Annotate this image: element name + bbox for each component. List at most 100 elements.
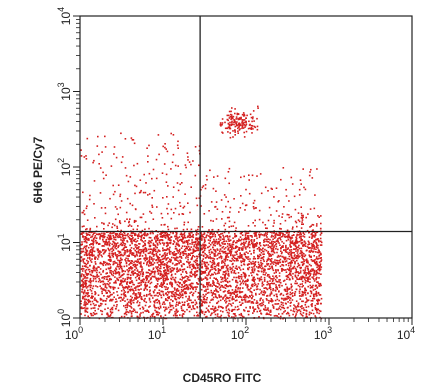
data-point: [113, 236, 115, 239]
data-point: [208, 305, 210, 307]
data-point: [271, 304, 274, 306]
data-point: [132, 283, 134, 286]
data-point: [287, 257, 289, 260]
data-point: [213, 311, 215, 314]
data-point: [258, 218, 261, 221]
data-point: [238, 129, 241, 131]
data-point: [296, 225, 298, 228]
data-point: [168, 237, 170, 240]
data-point: [126, 255, 129, 257]
data-point: [119, 276, 122, 278]
data-point: [316, 281, 318, 283]
data-point: [182, 309, 185, 312]
data-point: [170, 278, 173, 281]
data-point: [239, 283, 242, 286]
data-point: [236, 240, 238, 242]
data-point: [222, 271, 225, 273]
data-point: [97, 266, 99, 268]
data-point: [93, 304, 96, 307]
data-point: [189, 271, 192, 274]
data-point: [310, 291, 313, 293]
data-point: [142, 191, 145, 194]
data-point: [206, 265, 208, 268]
data-point: [295, 271, 298, 273]
data-point: [245, 240, 248, 243]
data-point: [285, 247, 287, 249]
data-point: [286, 288, 289, 291]
data-point: [225, 240, 228, 243]
data-point: [109, 271, 111, 274]
data-point: [263, 271, 265, 273]
data-point: [236, 299, 238, 302]
data-point: [111, 306, 114, 309]
data-point: [167, 228, 170, 231]
data-point: [164, 232, 166, 235]
data-point: [298, 220, 301, 223]
data-point: [233, 298, 235, 300]
data-point: [267, 219, 270, 222]
data-point: [125, 262, 128, 265]
data-point: [234, 306, 237, 308]
data-point: [274, 241, 276, 243]
data-point: [218, 243, 221, 246]
data-point: [84, 251, 87, 254]
data-point: [270, 187, 273, 190]
data-point: [182, 213, 185, 215]
data-point: [195, 247, 198, 249]
data-point: [234, 272, 237, 275]
data-point: [242, 257, 244, 260]
data-point: [219, 256, 222, 258]
data-point: [114, 270, 117, 273]
data-point: [127, 233, 129, 235]
data-point: [194, 266, 197, 269]
data-point: [304, 242, 307, 245]
data-point: [310, 264, 312, 267]
data-point: [86, 250, 89, 252]
data-point: [115, 247, 118, 250]
data-point: [312, 297, 314, 300]
data-point: [131, 139, 134, 141]
data-point: [313, 247, 315, 249]
data-point: [210, 299, 212, 301]
data-point: [239, 304, 242, 306]
data-point: [306, 267, 309, 270]
data-point: [151, 239, 153, 242]
data-point: [232, 259, 234, 261]
data-point: [133, 240, 136, 242]
data-point: [264, 306, 267, 309]
data-point: [201, 233, 203, 236]
data-point: [80, 285, 83, 287]
data-point: [266, 295, 268, 297]
data-point: [124, 259, 126, 261]
data-point: [217, 234, 220, 236]
data-point: [176, 289, 178, 291]
data-point: [106, 313, 109, 316]
data-point: [218, 295, 220, 297]
data-point: [291, 228, 294, 230]
data-point: [85, 307, 88, 310]
data-point: [233, 316, 235, 318]
data-point: [118, 276, 121, 279]
data-point: [116, 277, 118, 280]
data-point: [302, 235, 304, 237]
data-point: [262, 273, 265, 276]
data-point: [227, 236, 229, 238]
data-point: [97, 248, 99, 251]
data-point: [234, 289, 237, 291]
data-point: [198, 238, 200, 240]
data-point: [265, 227, 267, 229]
data-point: [259, 299, 261, 302]
data-point: [130, 271, 133, 274]
data-point: [285, 269, 287, 271]
data-point: [263, 253, 265, 255]
data-point: [144, 283, 146, 286]
data-point: [237, 288, 239, 290]
data-point: [256, 302, 259, 304]
data-point: [149, 274, 151, 276]
data-point: [140, 271, 142, 273]
data-point: [175, 309, 178, 311]
data-point: [215, 289, 218, 291]
data-point: [306, 300, 309, 302]
data-point: [126, 269, 128, 271]
data-point: [306, 246, 309, 248]
